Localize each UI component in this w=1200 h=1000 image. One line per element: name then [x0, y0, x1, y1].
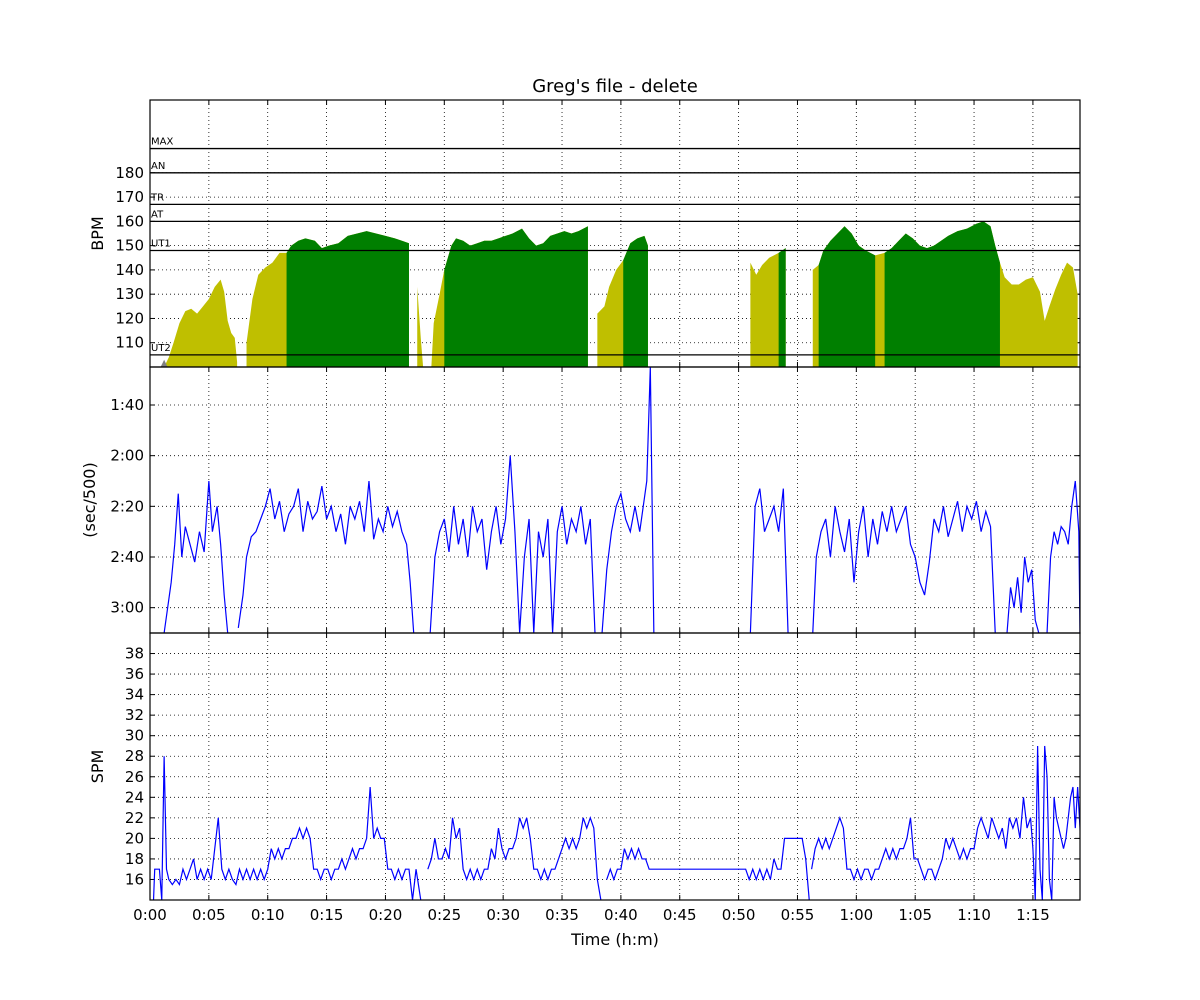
panel-3: 16 18 20 22 24 26 28 30 32 34 36 38 SPM 0:00 0:05 0:10 0…: [88, 632, 1081, 924]
x-tick-label: 0:25: [427, 906, 461, 924]
x-tick-label: 0:40: [604, 906, 638, 924]
hr-area-upper-zone: [286, 231, 409, 367]
zone-label: AT: [151, 209, 164, 220]
series-line: [427, 816, 602, 900]
y-tick-label: 160: [115, 212, 144, 230]
panel-data: [163, 367, 1080, 633]
panel-frame: [149, 632, 1081, 901]
y-tick-label: 180: [115, 164, 144, 182]
y-tick-label: 16: [125, 870, 144, 888]
series-line: [429, 455, 596, 633]
x-tick-label: 0:05: [192, 906, 226, 924]
panel-2: 1:40 2:00 2:20 2:40 3:00 (sec/500): [80, 366, 1081, 634]
y-tick-label: 20: [125, 829, 144, 847]
zone-label: MAX: [151, 137, 173, 148]
x-tick-label: 0:20: [369, 906, 403, 924]
x-tick-label: 0:50: [722, 906, 756, 924]
series-line: [749, 488, 789, 633]
x-tick-label: 0:10: [251, 906, 285, 924]
series-line: [812, 501, 996, 633]
y-tick-label: 170: [115, 188, 144, 206]
y-tick-label: 120: [115, 309, 144, 327]
y-axis-label: SPM: [88, 750, 107, 784]
x-tick-label: 0:35: [545, 906, 579, 924]
y-tick-label: 38: [125, 645, 144, 663]
y-tick-label: 130: [115, 285, 144, 303]
x-tick-label: 1:05: [898, 906, 932, 924]
y-tick-label: 1:40: [110, 396, 144, 414]
y-tick-label: 140: [115, 261, 144, 279]
series-line: [606, 837, 810, 900]
series-line: [163, 480, 229, 633]
zone-label: AN: [151, 161, 165, 172]
hr-area-upper-zone: [818, 221, 1000, 367]
zone-label: UT1: [151, 238, 171, 249]
hr-area-low-zone: [160, 359, 168, 367]
y-tick-label: 22: [125, 809, 144, 827]
panel-1: 110 120 130 140 150 160 170 180 BPM MAX AN TR AT UT1 U…: [88, 99, 1081, 368]
y-tick-label: 26: [125, 768, 144, 786]
series-line: [152, 756, 422, 900]
y-tick-label: 32: [125, 706, 144, 724]
chart-title: Greg's file - delete: [532, 76, 698, 97]
y-tick-label: 34: [125, 686, 144, 704]
hr-area-segment: [417, 286, 424, 367]
x-tick-label: 0:00: [133, 906, 167, 924]
x-tick-label: 0:45: [663, 906, 697, 924]
x-tick-label: 0:30: [486, 906, 520, 924]
y-tick-label: 110: [115, 334, 144, 352]
y-tick-label: 2:00: [110, 447, 144, 465]
y-axis-label: (sec/500): [80, 462, 99, 537]
zone-label: TR: [150, 192, 164, 203]
series-line: [811, 745, 1080, 900]
y-tick-label: 30: [125, 727, 144, 745]
y-axis-label: BPM: [88, 216, 107, 250]
hr-area-upper-zone: [778, 248, 786, 367]
x-tick-label: 0:15: [310, 906, 344, 924]
y-tick-label: 18: [125, 850, 144, 868]
hr-area-segment: [164, 279, 238, 367]
hr-area-upper-zone: [623, 235, 648, 367]
x-tick-label: 0:55: [781, 906, 815, 924]
hr-area-upper-zone: [444, 226, 588, 367]
y-tick-label: 150: [115, 237, 144, 255]
hr-area-segment: [750, 248, 786, 367]
panel-data: [152, 745, 1080, 900]
panels: 110 120 130 140 150 160 170 180 BPM MAX AN TR AT UT1 U…: [80, 99, 1081, 924]
x-tick-label: 1:15: [1016, 906, 1050, 924]
series-line: [601, 367, 655, 633]
series-line: [1006, 556, 1040, 633]
x-axis-label: Time (h:m): [570, 930, 659, 949]
y-tick-label: 28: [125, 747, 144, 765]
zone-label: UT2: [151, 343, 171, 354]
y-tick-label: 2:40: [110, 548, 144, 566]
x-tick-label: 1:10: [957, 906, 991, 924]
series-line: [1046, 480, 1080, 633]
panel-data: [160, 221, 1078, 367]
y-tick-label: 24: [125, 788, 144, 806]
y-tick-label: 36: [125, 665, 144, 683]
x-tick-label: 1:00: [839, 906, 873, 924]
y-tick-label: 3:00: [110, 599, 144, 617]
y-tick-label: 2:20: [110, 497, 144, 515]
series-line: [237, 480, 415, 633]
